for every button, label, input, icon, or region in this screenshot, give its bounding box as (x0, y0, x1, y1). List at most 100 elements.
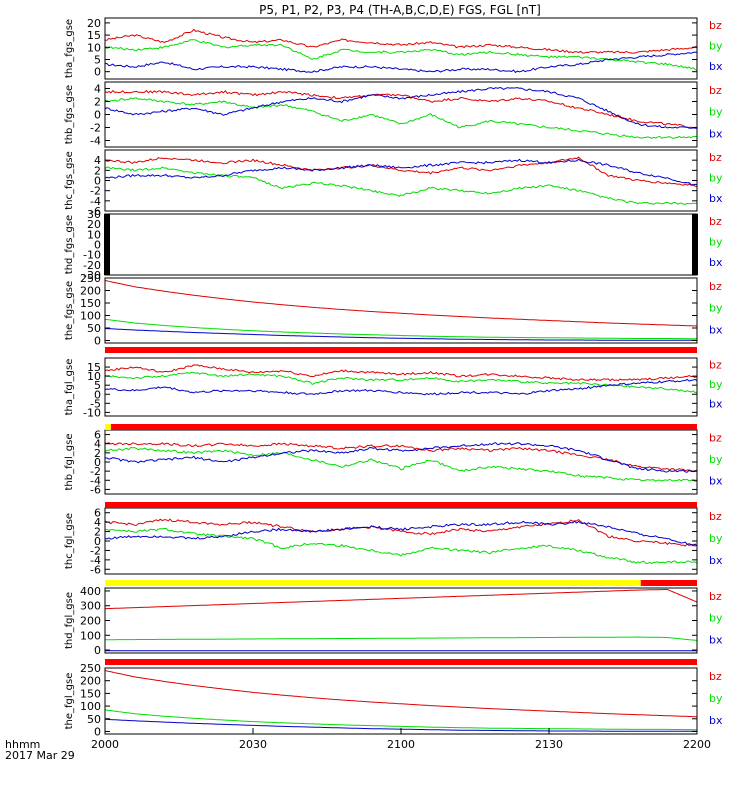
y-tick-label: 2 (94, 447, 101, 460)
series-by-line (104, 318, 698, 340)
date-label: 2017 Mar 29 (5, 749, 75, 762)
y-tick-label: 0 (94, 109, 101, 122)
series-bz-line (104, 364, 698, 382)
y-tick-label: -6 (90, 483, 101, 496)
y-tick-label: -4 (90, 135, 101, 148)
y-tick-label: 10 (87, 41, 101, 54)
y-tick-label: 10 (87, 370, 101, 383)
x-tick-label: 2100 (387, 738, 415, 751)
panel-frame (104, 667, 698, 735)
legend-by: by (709, 106, 723, 119)
y-tick-label: 0 (94, 725, 101, 738)
y-tick-label: -20 (83, 259, 101, 272)
x-tick-label: 2130 (535, 738, 563, 751)
legend-bx: bx (709, 192, 723, 205)
y-tick-label: 0 (94, 239, 101, 252)
y-tick-label: -10 (83, 249, 101, 262)
legend-by: by (709, 453, 723, 466)
legend-by: by (709, 236, 723, 249)
y-tick-label: 150 (80, 297, 101, 310)
series-by-line (105, 636, 698, 641)
series-bz-line (104, 589, 698, 610)
time-unit-label: hhmm (5, 738, 40, 751)
panel-frame (104, 507, 698, 575)
series-bx-line (104, 86, 698, 129)
series-by-line (104, 39, 698, 71)
y-tick-label: 100 (80, 629, 101, 642)
y-tick-label: 30 (87, 208, 101, 221)
legend-bx: bx (709, 60, 723, 73)
series-by-line (104, 528, 698, 564)
series-by-line (104, 97, 698, 139)
chart-title: P5, P1, P2, P3, P4 (TH-A,B,C,D,E) FGS, F… (259, 3, 541, 17)
panel-frame (104, 429, 698, 495)
legend-by: by (709, 378, 723, 391)
flag-segment-yellow (105, 424, 111, 430)
y-tick-label: -6 (90, 563, 101, 576)
legend-bx: bx (709, 323, 723, 336)
y-axis-label: tha_fgs_gse (64, 19, 75, 78)
y-tick-label: 20 (87, 218, 101, 231)
flag-segment-red (105, 659, 697, 665)
series-by-line (104, 446, 698, 482)
y-axis-label: thd_fgl_gse (64, 592, 75, 649)
panel-thb_fgs_gse: 420-2-4 thb_fgs_gse bz by bx (64, 81, 723, 148)
y-tick-label: 50 (87, 322, 101, 335)
y-tick-label: 0 (94, 388, 101, 401)
panel-frame (104, 17, 698, 80)
y-axis-label: the_fgl_gse (64, 673, 75, 730)
y-tick-label: -30 (83, 269, 101, 282)
series-bz-line (105, 28, 698, 54)
y-axis-label: tha_fgl_gse (64, 359, 75, 416)
y-tick-label: 50 (87, 713, 101, 726)
y-tick-label: 4 (94, 438, 101, 451)
series-bx-line (104, 158, 698, 186)
flag-segment-yellow (105, 580, 641, 586)
y-tick-label: 200 (80, 615, 101, 628)
x-tick-label: 2000 (91, 738, 119, 751)
series-bz-line (104, 280, 698, 327)
series-bz-line (104, 518, 698, 547)
x-tick-label: 2030 (239, 738, 267, 751)
y-tick-label: 400 (80, 585, 101, 598)
legend-bz: bz (709, 670, 722, 683)
series-bx-line (104, 378, 698, 396)
legend-by: by (709, 612, 723, 625)
y-tick-label: 0 (94, 175, 101, 188)
legend-bz: bz (709, 84, 722, 97)
x-tick-label: 2200 (683, 738, 711, 751)
y-tick-label: 150 (80, 687, 101, 700)
y-tick-label: 200 (80, 675, 101, 688)
y-tick-label: 4 (94, 83, 101, 96)
flag-segment-red (105, 502, 697, 508)
series-bz-line (104, 89, 698, 129)
y-tick-label: -4 (90, 554, 101, 567)
y-axis-label: thb_fgl_gse (64, 434, 75, 491)
series-bz-line (104, 442, 698, 473)
y-tick-label: -2 (90, 185, 101, 198)
y-tick-label: -2 (90, 465, 101, 478)
y-tick-label: 300 (80, 600, 101, 613)
y-axis-label: thc_fgl_gse (64, 513, 75, 569)
y-tick-label: 5 (94, 53, 101, 66)
x-axis: 2000 2030 2100 2130 2200 (91, 728, 711, 751)
legend-by: by (709, 532, 723, 545)
legend-bz: bz (709, 359, 722, 372)
y-tick-label: 2 (94, 526, 101, 539)
y-tick-label: 2 (94, 164, 101, 177)
legend-bx: bx (709, 633, 723, 646)
series-by-line (104, 371, 698, 394)
y-tick-label: -2 (90, 544, 101, 557)
legend-bx: bx (709, 474, 723, 487)
series-bx-line (104, 328, 697, 341)
legend-by: by (709, 692, 723, 705)
y-tick-label: 10 (87, 228, 101, 241)
y-axis-label: thd_fgs_gse (64, 215, 75, 274)
y-tick-label: 15 (87, 361, 101, 374)
